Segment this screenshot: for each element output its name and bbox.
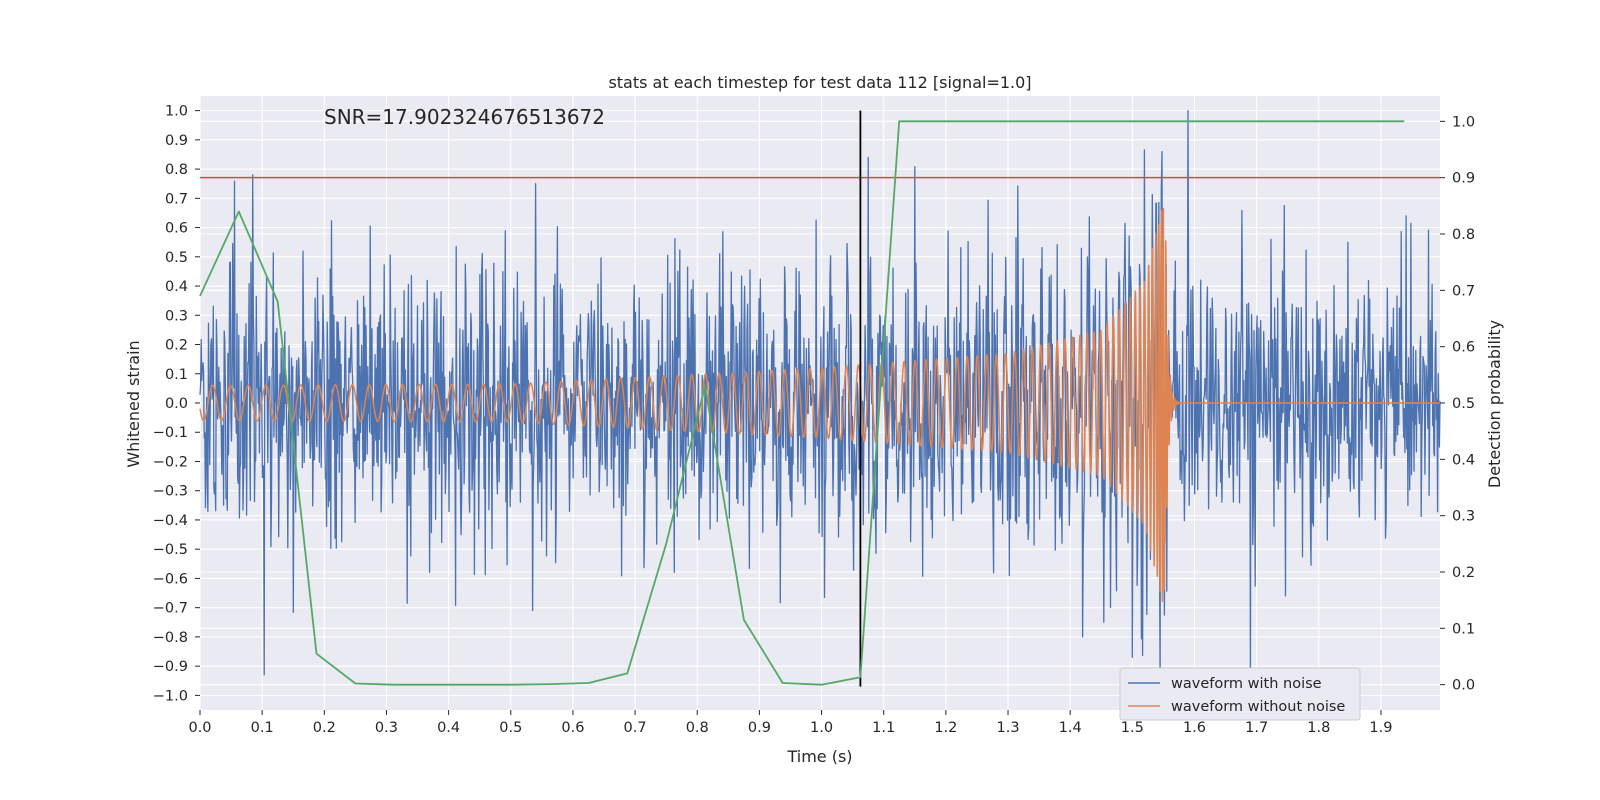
y-axis-label: Whitened strain [124,340,143,467]
x-tick-label: 0.0 [188,720,211,736]
series-waveform-without-noise [199,207,1441,602]
legend-label-without-noise: waveform without noise [1171,699,1345,715]
legend-box [1119,667,1361,721]
y-tick-label: 1.0 [165,104,188,120]
y2-tick-label: 0.9 [1452,171,1475,187]
y-tick-label: 0.7 [165,191,188,207]
y-tick-label: 0.0 [165,396,188,412]
y-tick-label: −0.8 [153,630,188,646]
y2-tick-label: 0.8 [1452,227,1475,243]
snr-annotation: SNR=17.902324676513672 [324,105,605,129]
y-tick-label: 0.5 [165,250,188,266]
y2-tick-label: 0.4 [1452,452,1475,468]
legend: waveform with noise waveform without noi… [1119,667,1361,721]
y2-axis-label: Detection probability [1485,320,1504,488]
y-tick-label: 0.6 [165,221,188,237]
x-axis-label: Time (s) [786,747,852,766]
x-tick-label: 1.9 [1369,720,1392,736]
y2-tick-label: 0.5 [1452,396,1475,412]
y-tick-label: 0.1 [165,367,188,383]
y2-tick-label: 0.1 [1452,621,1475,637]
x-tick-label: 1.2 [934,720,957,736]
chart-title: stats at each timestep for test data 112… [608,73,1031,92]
x-tick-label: 1.0 [810,720,833,736]
y-tick-label: 0.3 [165,308,188,324]
x-tick-label: 0.2 [313,720,336,736]
y-tick-label: −1.0 [153,688,188,704]
x-tick-label: 0.6 [561,720,584,736]
x-tick-label: 1.4 [1059,720,1082,736]
y-tick-label: −0.2 [153,454,188,470]
y2-tick-label: 0.2 [1452,565,1475,581]
y-tick-label: −0.4 [153,513,188,529]
x-tick-label: 1.8 [1307,720,1330,736]
y2-tick-label: 0.3 [1452,509,1475,525]
x-tick-label: 0.3 [375,720,398,736]
series-waveform-with-noise [199,109,1441,685]
y-tick-label: −0.3 [153,484,188,500]
y-tick-label: 0.8 [165,162,188,178]
x-tick-label: 0.4 [437,720,460,736]
x-tick-label: 1.5 [1121,720,1144,736]
y-tick-label: −0.7 [153,601,188,617]
plot-area [199,109,1441,687]
y-tick-label: 0.4 [165,279,188,295]
x-tick-label: 0.9 [748,720,771,736]
x-tick-label: 1.1 [872,720,895,736]
y-tick-label: 0.9 [165,133,188,149]
x-tick-label: 1.3 [996,720,1019,736]
y-tick-label: −0.5 [153,542,188,558]
x-tick-label: 1.6 [1183,720,1206,736]
axis-ticks: 0.0 0.1 0.2 0.3 0.4 0.5 0.6 0.7 0.8 0.9 1.0 1.1 1.2 1… [153,104,1475,736]
y-tick-label: 0.2 [165,338,188,354]
y-tick-label: −0.1 [153,425,188,441]
y2-tick-label: 0.0 [1452,678,1475,694]
x-tick-label: 1.7 [1245,720,1268,736]
legend-label-with-noise: waveform with noise [1171,676,1322,692]
x-tick-label: 0.8 [686,720,709,736]
y-tick-label: −0.6 [153,571,188,587]
y2-tick-label: 1.0 [1452,114,1475,130]
y-tick-label: −0.9 [153,659,188,675]
series-detection-probability [199,120,1405,686]
x-tick-label: 0.1 [251,720,274,736]
y2-tick-label: 0.6 [1452,340,1475,356]
x-tick-label: 0.5 [499,720,522,736]
y2-tick-label: 0.7 [1452,283,1475,299]
x-tick-label: 0.7 [624,720,647,736]
